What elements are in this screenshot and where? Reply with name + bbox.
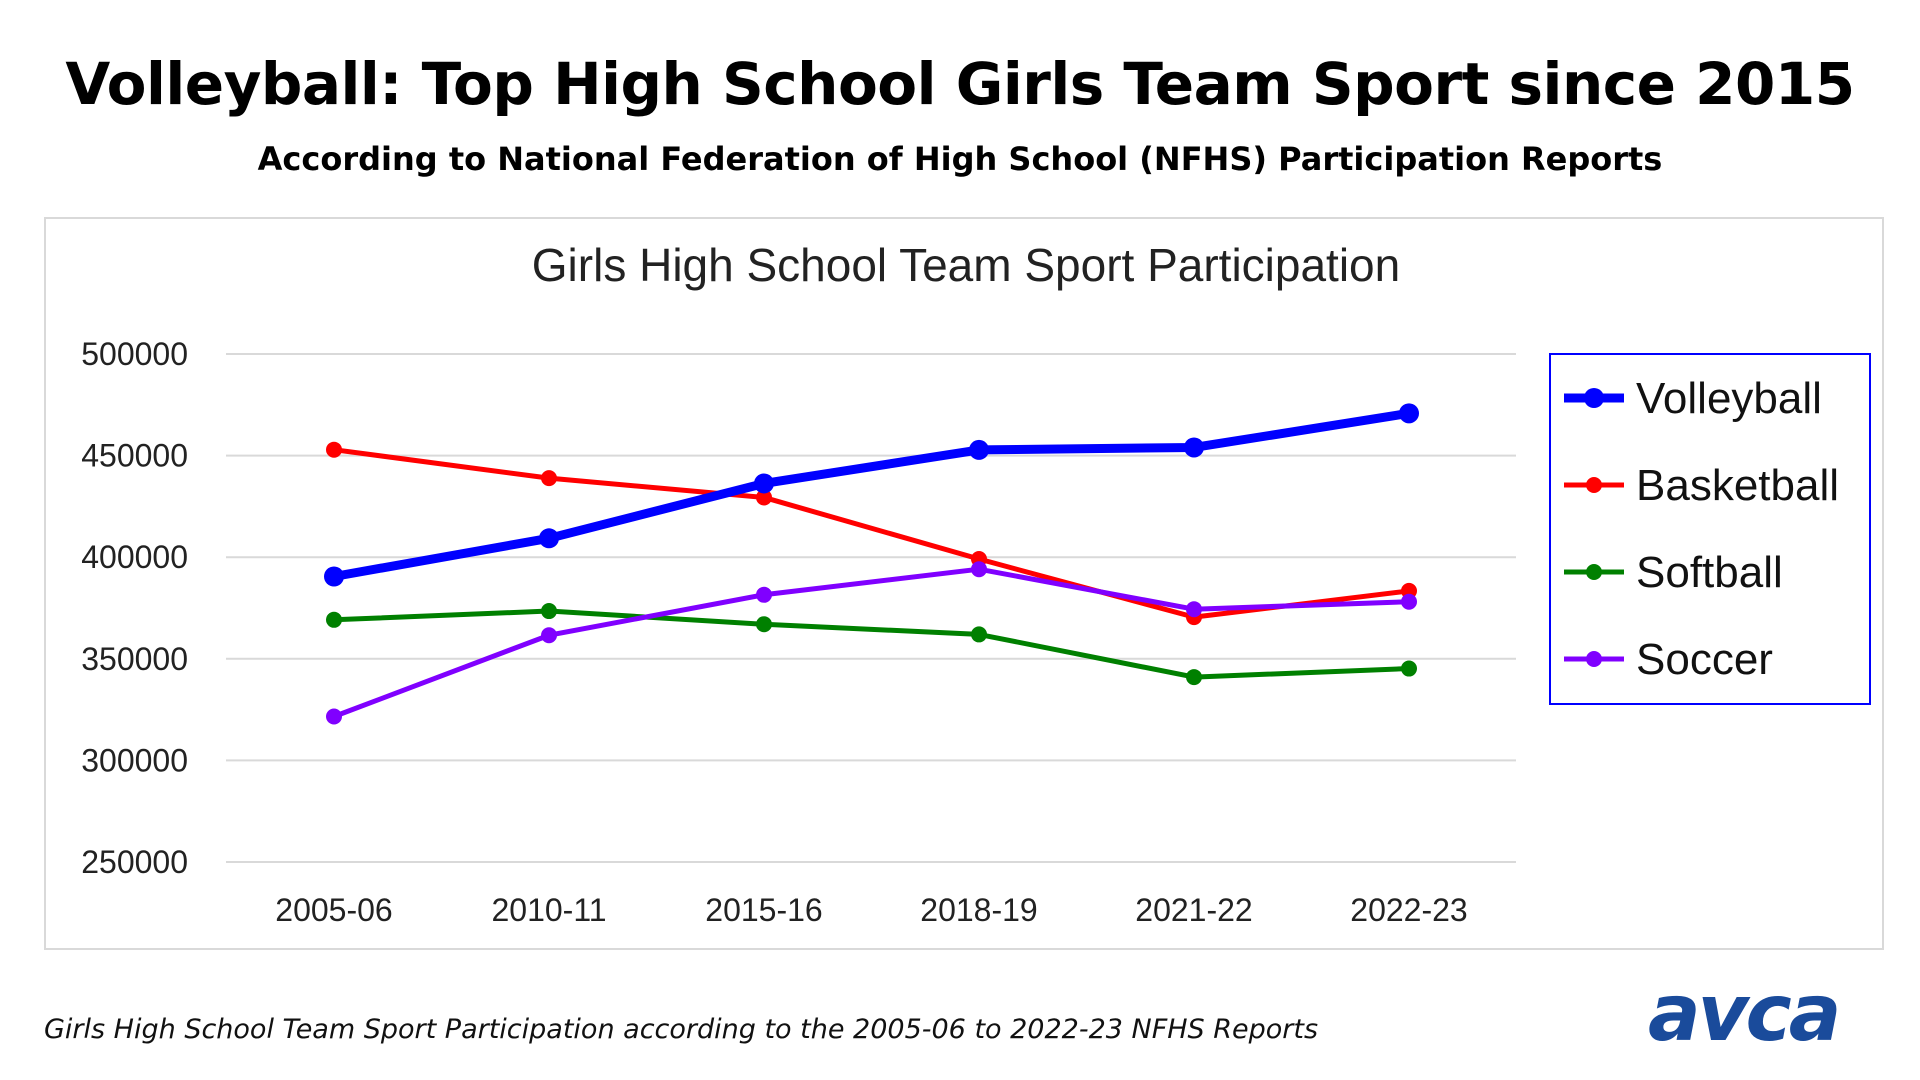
series-line-soccer xyxy=(331,566,1412,720)
x-tick-label: 2015-16 xyxy=(705,892,822,928)
data-point xyxy=(969,439,989,460)
page-headline: Volleyball: Top High School Girls Team S… xyxy=(65,50,1855,118)
data-point xyxy=(326,708,342,725)
y-tick-label: 350000 xyxy=(81,641,188,677)
data-point xyxy=(1186,601,1202,618)
legend-label: Basketball xyxy=(1636,461,1839,510)
legend-marker xyxy=(1586,651,1602,667)
data-point xyxy=(541,470,557,487)
y-tick-label: 400000 xyxy=(81,539,188,575)
data-point xyxy=(754,473,774,494)
legend-marker xyxy=(1586,477,1602,493)
series-line-softball xyxy=(331,608,1412,680)
chart-frame: Girls High School Team Sport Participati… xyxy=(44,217,1884,950)
data-point xyxy=(1401,660,1417,677)
data-point xyxy=(1399,403,1419,424)
data-point xyxy=(326,441,342,458)
legend-item-soccer: Soccer xyxy=(1564,635,1773,684)
legend-label: Soccer xyxy=(1636,635,1773,684)
data-point xyxy=(1401,593,1417,610)
legend-item-basketball: Basketball xyxy=(1564,461,1839,510)
line-chart: Girls High School Team Sport Participati… xyxy=(81,239,1871,928)
data-point xyxy=(1186,669,1202,686)
series-line-volleyball xyxy=(329,408,1414,582)
series-lines xyxy=(324,403,1419,725)
avca-logo-text: avca xyxy=(1648,980,1838,1052)
y-tick-label: 250000 xyxy=(81,844,188,880)
page-subheadline: According to National Federation of High… xyxy=(257,140,1663,178)
legend-label: Softball xyxy=(1636,548,1783,597)
data-point xyxy=(756,489,772,506)
legend-marker xyxy=(1586,564,1602,580)
legend-label: Volleyball xyxy=(1636,374,1822,423)
data-point xyxy=(1184,437,1204,458)
x-tick-label: 2005-06 xyxy=(275,892,392,928)
x-tick-label: 2010-11 xyxy=(491,892,606,928)
x-axis-tick-labels: 2005-06 2010-11 2015-16 2018-19 2021-22 2022-… xyxy=(275,892,1467,928)
y-tick-label: 500000 xyxy=(81,336,188,372)
data-point xyxy=(326,611,342,628)
legend: Volleyball Basketball Softball Soccer xyxy=(1549,353,1871,705)
data-point xyxy=(539,528,559,549)
series-line-basketball xyxy=(331,447,1412,620)
avca-logo: avca xyxy=(1648,980,1841,1052)
data-point xyxy=(541,627,557,644)
data-point xyxy=(971,561,987,578)
data-point xyxy=(971,626,987,643)
legend-item-volleyball: Volleyball xyxy=(1564,374,1822,423)
legend-marker xyxy=(1584,388,1604,408)
series-soccer xyxy=(326,561,1417,725)
y-tick-label: 450000 xyxy=(81,438,188,474)
x-tick-label: 2021-22 xyxy=(1135,892,1252,928)
figure-caption: Girls High School Team Sport Participati… xyxy=(44,1014,1319,1045)
data-point xyxy=(541,603,557,620)
x-tick-label: 2022-23 xyxy=(1350,892,1467,928)
series-volleyball xyxy=(324,403,1419,587)
data-point xyxy=(324,566,344,587)
y-tick-label: 300000 xyxy=(81,742,188,778)
data-point xyxy=(756,616,772,633)
legend-item-softball: Softball xyxy=(1564,548,1783,597)
legend-box xyxy=(1549,353,1871,705)
data-point xyxy=(756,586,772,603)
series-softball xyxy=(326,603,1417,686)
y-axis-tick-labels: 250000 300000 350000 400000 450000 500000 xyxy=(81,336,188,880)
chart-title: Girls High School Team Sport Participati… xyxy=(532,239,1400,291)
x-tick-label: 2018-19 xyxy=(920,892,1037,928)
